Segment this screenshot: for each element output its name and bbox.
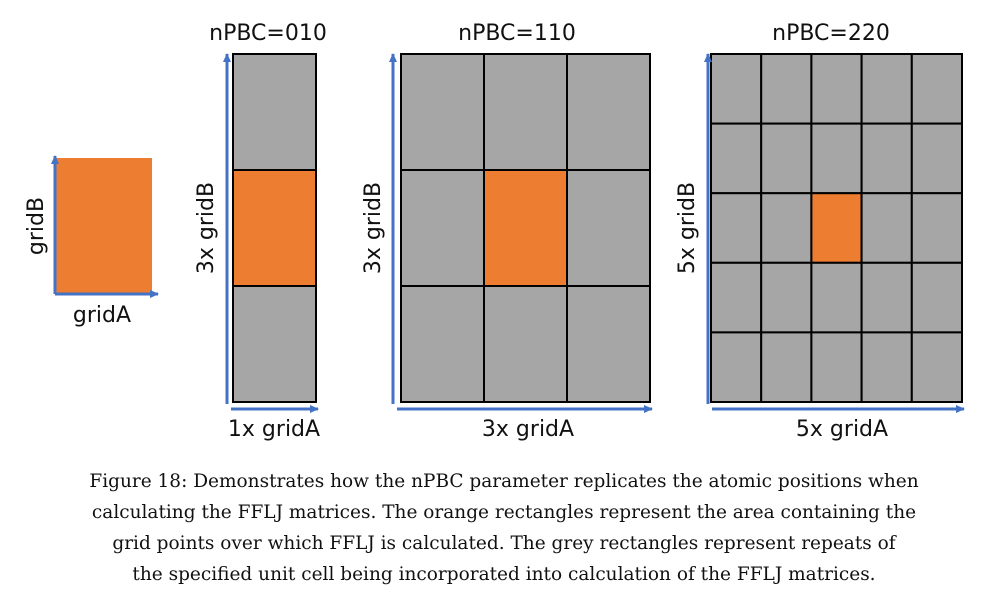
cell-grid <box>710 53 963 403</box>
replica-cell-grey <box>910 261 963 334</box>
replica-cell-grey <box>710 192 763 264</box>
replica-cell-grey <box>910 53 963 125</box>
replica-cell-grey <box>760 122 813 195</box>
replica-cell-grey <box>860 261 913 334</box>
replica-cell-grey <box>860 53 913 125</box>
unit-cell: gridA gridB <box>24 155 159 328</box>
replica-cell-grey <box>760 331 813 403</box>
panel-a-label: 1x gridA <box>228 417 320 442</box>
replica-cell-grey <box>483 285 568 403</box>
caption-line-4: the specified unit cell being incorporat… <box>132 564 876 585</box>
replica-cell-grey <box>760 53 813 125</box>
panel-title: nPBC=110 <box>458 21 576 46</box>
replica-cell-grey <box>566 285 651 403</box>
replica-cell-grey <box>566 53 651 171</box>
replica-cell-grey <box>710 53 763 125</box>
replica-cell-grey <box>710 122 763 195</box>
unit-cell-orange <box>55 158 152 294</box>
panel-b-label: 3x gridB <box>194 182 219 274</box>
unit-cell-orange <box>810 192 863 264</box>
caption-line-1: Figure 18: Demonstrates how the nPBC par… <box>89 471 919 492</box>
unit-cell-orange <box>483 169 568 287</box>
replica-cell-grey <box>400 169 485 287</box>
panel-npbc-220: nPBC=220 5x gridA 5x gridB <box>675 21 965 442</box>
panel-a-label: 5x gridA <box>796 417 888 442</box>
cell-grid <box>400 53 651 403</box>
replica-cell-grey <box>910 122 963 195</box>
replica-cell-grey <box>810 53 863 125</box>
unit-cell-b-label: gridB <box>24 197 49 255</box>
panel-b-label: 5x gridB <box>675 182 700 274</box>
caption-line-3: grid points over which FFLJ is calculate… <box>112 533 896 554</box>
replica-cell-grey <box>760 261 813 334</box>
replica-cell-grey <box>760 192 813 264</box>
replica-cell-grey <box>710 331 763 403</box>
replica-cell-grey <box>810 261 863 334</box>
panel-a-label: 3x gridA <box>482 417 574 442</box>
replica-cell-grey <box>400 285 485 403</box>
panel-npbc-110: nPBC=110 3x gridA 3x gridB <box>361 21 653 442</box>
replica-cell-grey <box>860 331 913 403</box>
replica-cell-grey <box>810 331 863 403</box>
panel-title: nPBC=220 <box>772 21 890 46</box>
panel-b-label: 3x gridB <box>361 182 386 274</box>
replica-cell-grey <box>810 122 863 195</box>
unit-cell-orange <box>232 169 317 287</box>
replica-cell-grey <box>232 285 317 403</box>
unit-cell-a-label: gridA <box>73 303 131 328</box>
replica-cell-grey <box>710 261 763 334</box>
replica-cell-grey <box>910 192 963 264</box>
replica-cell-grey <box>566 169 651 287</box>
figure-caption: Figure 18: Demonstrates how the nPBC par… <box>16 466 992 590</box>
nPBC-diagram: gridA gridB nPBC=010 1x gridA 3x gridB n… <box>24 21 965 442</box>
replica-cell-grey <box>860 122 913 195</box>
replica-cell-grey <box>860 192 913 264</box>
caption-line-2: calculating the FFLJ matrices. The orang… <box>91 502 917 523</box>
panel-title: nPBC=010 <box>209 21 327 46</box>
replica-cell-grey <box>483 53 568 171</box>
replica-cell-grey <box>400 53 485 171</box>
replica-cell-grey <box>910 331 963 403</box>
cell-grid <box>232 53 317 403</box>
replica-cell-grey <box>232 53 317 171</box>
panel-npbc-010: nPBC=010 1x gridA 3x gridB <box>194 21 327 442</box>
